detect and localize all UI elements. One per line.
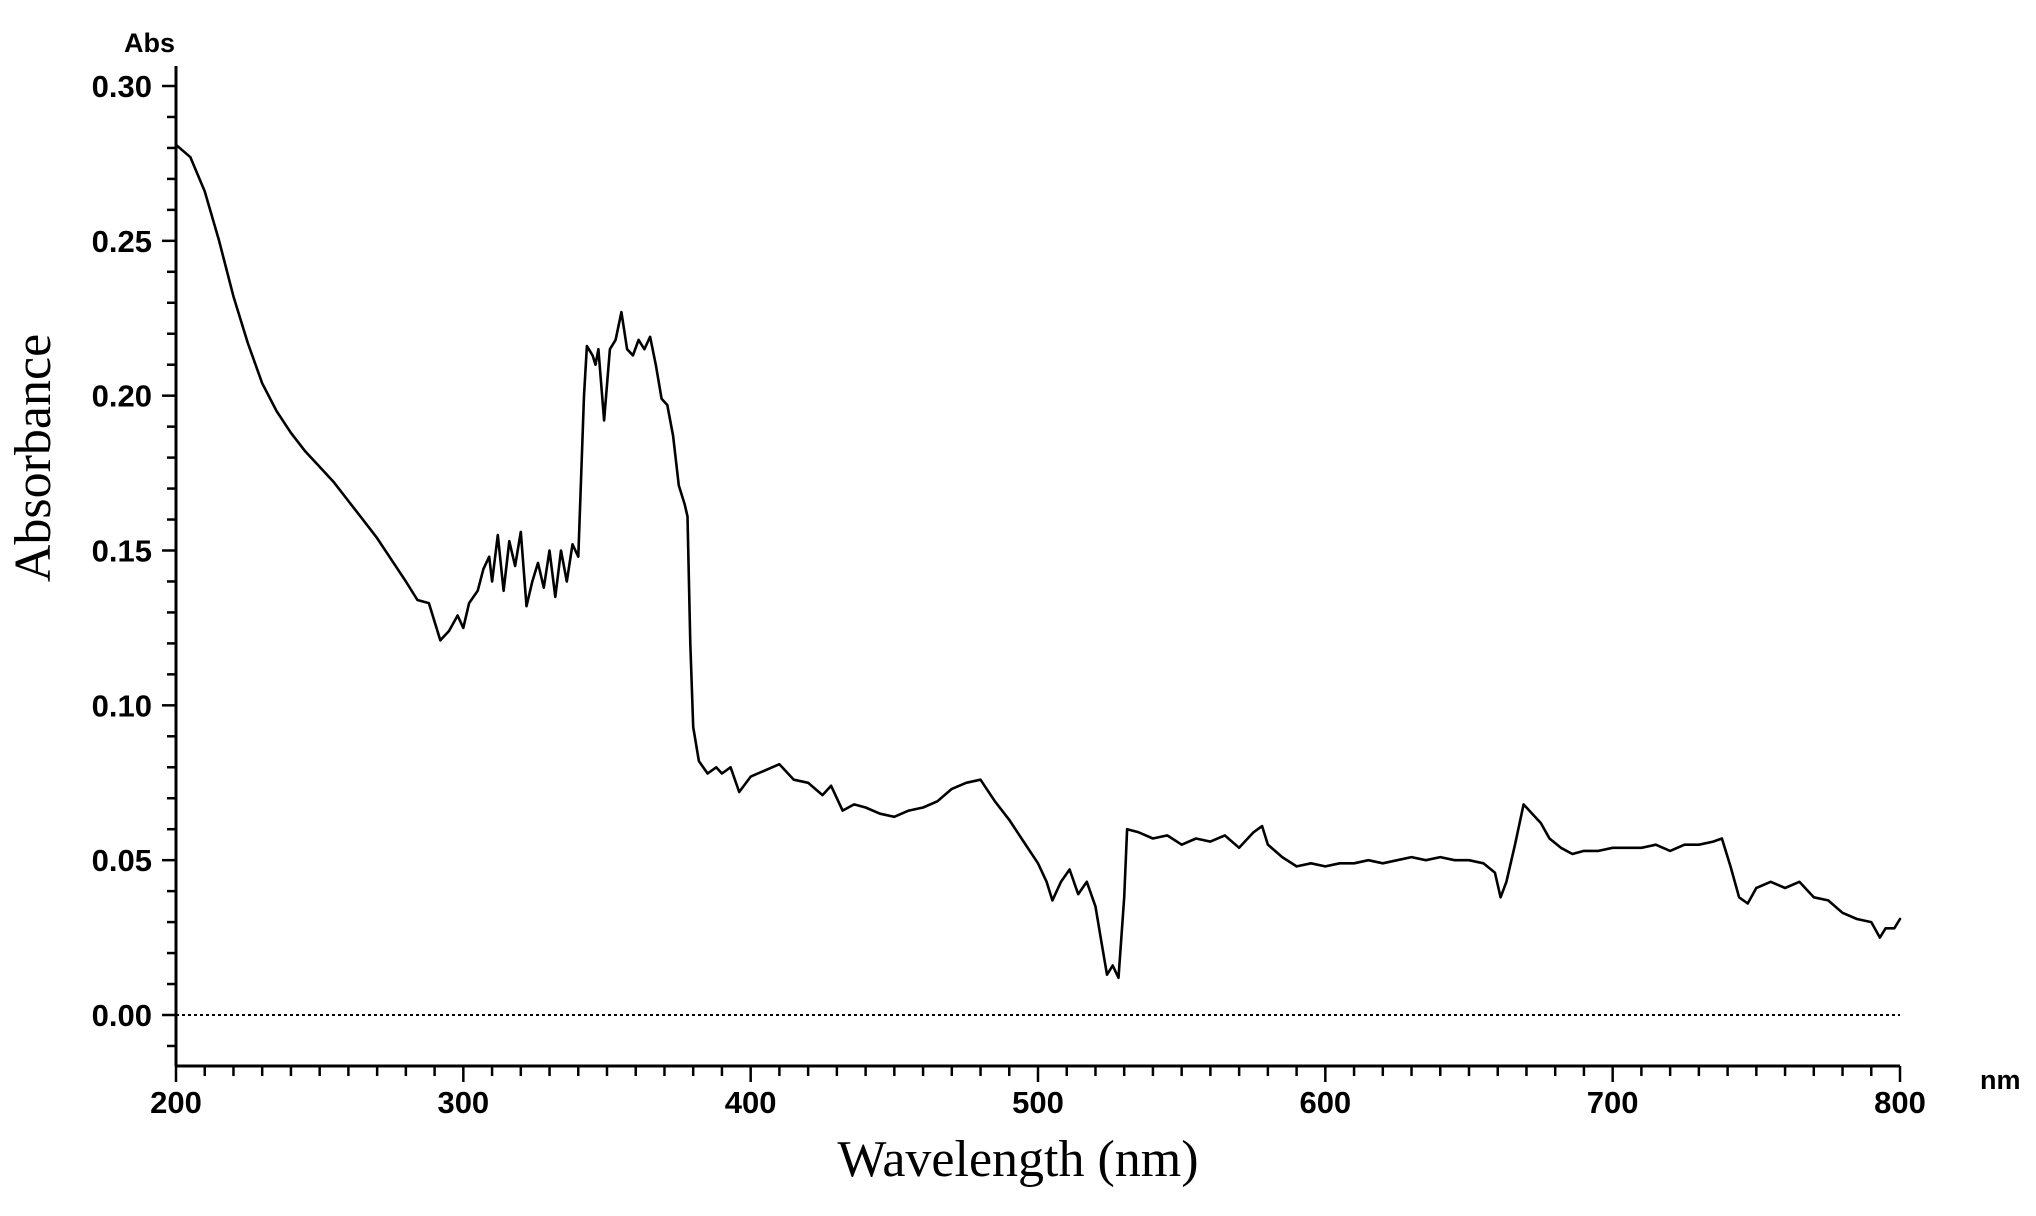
y-tick-label: 0.25 xyxy=(92,224,152,259)
x-axis-title: Wavelength (nm) xyxy=(837,1131,1198,1188)
y-tick-label: 0.20 xyxy=(92,379,152,414)
x-tick-label: 400 xyxy=(725,1085,777,1120)
tick-labels: 0.00 0.05 0.10 0.15 0.20 0.25 0.30 200 300 400 500… xyxy=(92,69,1926,1120)
x-axis-unit: nm xyxy=(1980,1065,2021,1095)
axes xyxy=(174,66,1900,1068)
y-tick-label: 0.10 xyxy=(92,688,152,723)
x-tick-label: 800 xyxy=(1874,1085,1926,1120)
y-tick-label: 0.05 xyxy=(92,843,152,878)
x-tick-label: 700 xyxy=(1587,1085,1639,1120)
tick-marks xyxy=(162,84,1902,1082)
y-tick-label: 0.00 xyxy=(92,998,152,1033)
x-tick-label: 600 xyxy=(1299,1085,1351,1120)
x-tick-label: 200 xyxy=(150,1085,202,1120)
y-axis-title: Absorbance xyxy=(5,334,62,582)
x-tick-label: 300 xyxy=(437,1085,489,1120)
y-tick-label: 0.30 xyxy=(92,69,152,104)
spectrum-series-line xyxy=(174,143,1902,980)
y-tick-label: 0.15 xyxy=(92,534,152,569)
x-tick-label: 500 xyxy=(1012,1085,1064,1120)
y-axis-unit: Abs xyxy=(124,28,175,58)
